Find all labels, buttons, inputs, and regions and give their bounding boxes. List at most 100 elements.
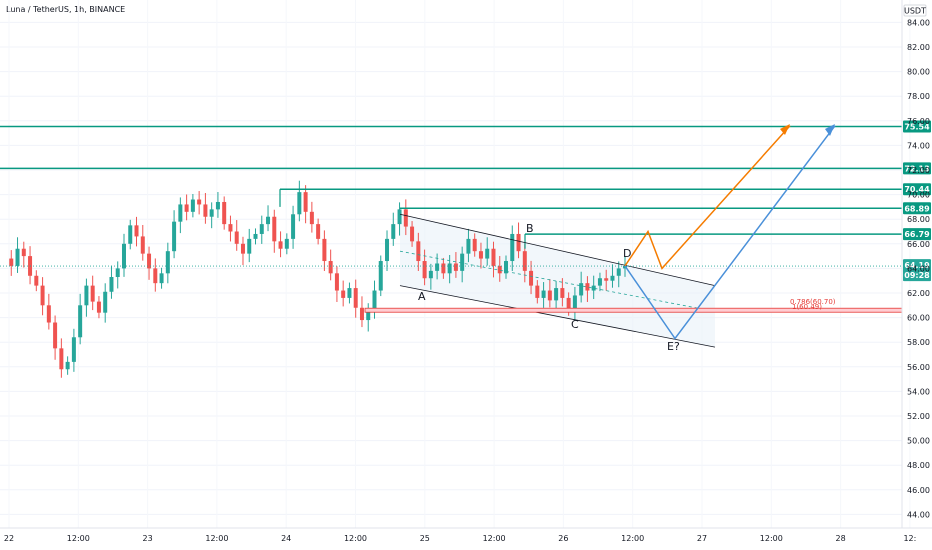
- candle-body: [447, 263, 452, 274]
- candle-body: [322, 238, 327, 262]
- level-price-label: 66.79: [904, 230, 930, 239]
- candlestick-series: [9, 180, 627, 378]
- candle-body: [234, 231, 239, 244]
- level-price-tag: [903, 183, 931, 196]
- price-tick-label: 52.00: [907, 412, 930, 421]
- projection-path-alternate: [624, 125, 836, 340]
- time-tick-label: 12:00: [67, 534, 90, 543]
- candle-body: [65, 361, 70, 370]
- candle-body: [497, 265, 502, 274]
- candle-body: [516, 233, 521, 252]
- candle-body: [272, 216, 277, 242]
- candle-body: [309, 211, 314, 225]
- level-price-tag: [903, 162, 931, 175]
- candle-body: [366, 310, 371, 321]
- candle-body: [491, 248, 496, 266]
- channel-upper-line: [399, 213, 716, 287]
- candle-body: [266, 216, 271, 225]
- candle-body: [147, 253, 152, 269]
- candle-body: [297, 192, 302, 215]
- channel-area: [400, 214, 715, 348]
- fib-label-2: 1(60.49): [792, 303, 822, 311]
- time-tick-label: 27: [697, 534, 707, 543]
- candle-body: [46, 305, 51, 323]
- countdown-label: 09:28: [904, 271, 930, 280]
- price-tick-label: 58.00: [907, 338, 930, 347]
- price-tick-label: 78.00: [907, 92, 930, 101]
- candle-body: [403, 209, 408, 227]
- grid: [0, 21, 902, 515]
- candle-body: [140, 236, 145, 254]
- candle-body: [428, 270, 433, 279]
- price-tick-label: 70.00: [907, 191, 930, 200]
- time-tick-label: 25: [420, 534, 430, 543]
- candle-body: [84, 285, 89, 306]
- wave-label: A: [418, 290, 426, 303]
- candle-body: [334, 273, 339, 291]
- candle-body: [209, 209, 214, 217]
- candle-body: [121, 243, 126, 269]
- time-tick-label: 12:00: [205, 534, 228, 543]
- candle-body: [378, 261, 383, 291]
- time-tick-label: 26: [558, 534, 568, 543]
- candle-body: [184, 204, 189, 212]
- time-tick-label: 12:: [903, 534, 916, 543]
- price-tick-label: 82.00: [907, 43, 930, 52]
- price-tick-label: 84.00: [907, 18, 930, 27]
- level-price-tag: [903, 202, 931, 215]
- candle-body: [215, 201, 220, 210]
- price-tick-label: 48.00: [907, 461, 930, 470]
- candle-body: [566, 297, 571, 311]
- fib-label-1: 0.786(60.70): [790, 298, 836, 306]
- candle-body: [21, 248, 26, 257]
- candle-body: [96, 301, 101, 313]
- candle-body: [397, 209, 402, 225]
- candle-body: [178, 204, 183, 222]
- candle-body: [435, 263, 440, 271]
- candle-body: [53, 322, 58, 349]
- currency-badge: [903, 4, 927, 17]
- level-price-label: 68.89: [904, 204, 930, 213]
- candle-body: [128, 225, 133, 244]
- price-tick-label: 72.00: [907, 166, 930, 175]
- candle-body: [554, 288, 559, 301]
- candle-body: [172, 221, 177, 252]
- price-axis[interactable]: USDT84.0082.0080.0078.0076.0074.0072.007…: [901, 0, 930, 528]
- level-price-label: 72.13: [904, 164, 929, 173]
- price-tick-label: 54.00: [907, 387, 930, 396]
- symbol-title: Luna / TetherUS, 1h, BINANCE: [6, 5, 126, 14]
- price-tick-label: 44.00: [907, 510, 930, 519]
- candle-body: [247, 238, 252, 254]
- candle-body: [9, 258, 14, 266]
- candle-body: [460, 253, 465, 271]
- candle-body: [529, 270, 534, 286]
- price-tick-label: 50.00: [907, 437, 930, 446]
- wave-label: C: [571, 318, 579, 331]
- candle-body: [197, 199, 202, 205]
- time-tick-label: 24: [281, 534, 291, 543]
- candle-body: [385, 238, 390, 262]
- time-tick-label: 23: [143, 534, 153, 543]
- time-tick-label: 12:00: [621, 534, 644, 543]
- drawings: 75.54 72.13 70.44 68.89 66.79 0.786(60.70)1(6…: [0, 120, 931, 353]
- candle-body: [228, 224, 233, 232]
- candle-body: [291, 214, 296, 239]
- candle-body: [410, 226, 415, 242]
- current-price-label: 64.19: [904, 261, 930, 270]
- projection-arrow-alternate: [825, 124, 835, 136]
- level-price-label: 70.44: [904, 185, 930, 194]
- candle-body: [90, 285, 95, 302]
- candle-body: [510, 233, 515, 262]
- candle-body: [353, 288, 358, 308]
- candle-body: [466, 238, 471, 254]
- candle-body: [203, 204, 208, 217]
- price-tick-label: 66.00: [907, 240, 930, 249]
- candle-body: [453, 263, 458, 271]
- time-axis[interactable]: 22 12:00 23 12:00 24 12:00 25 12:00 26 12:00 27 12:…: [0, 527, 932, 543]
- candle-body: [579, 283, 584, 296]
- candle-body: [535, 285, 540, 298]
- candle-body: [153, 268, 158, 284]
- candle-body: [303, 192, 308, 212]
- candle-body: [259, 224, 264, 234]
